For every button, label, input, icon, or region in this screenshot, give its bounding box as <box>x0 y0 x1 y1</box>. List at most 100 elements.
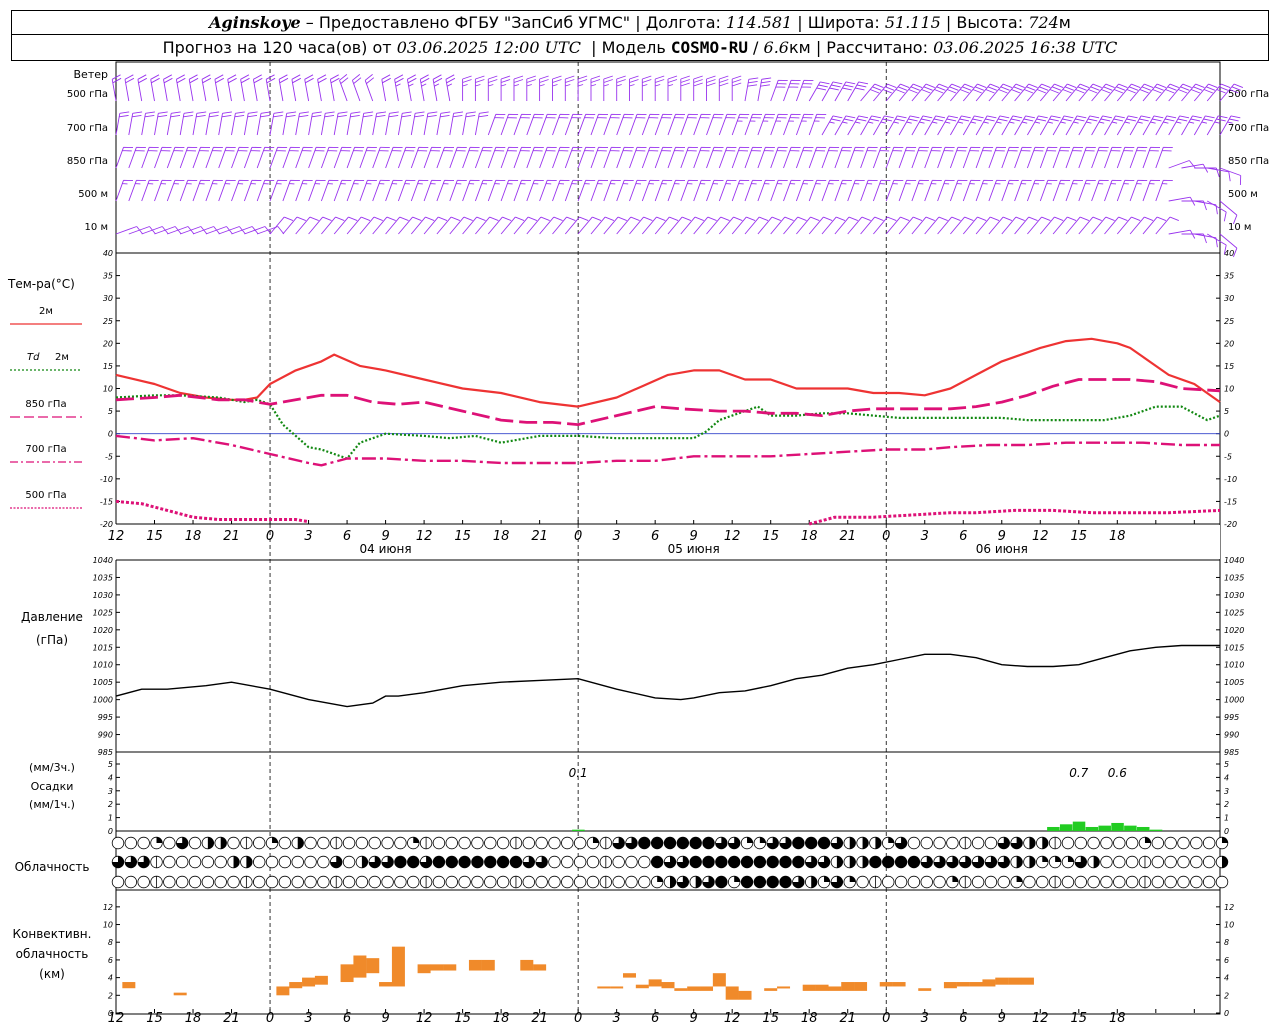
wind-barb <box>513 179 532 202</box>
conv-bar <box>738 990 752 1000</box>
cloud-symbol <box>920 836 933 850</box>
cloud-fill <box>1144 837 1151 843</box>
cloud-fill <box>792 837 805 849</box>
x-tick-label-temp: 15 <box>454 529 471 544</box>
date-label: 04 июня <box>360 542 412 556</box>
model-resolution: 6.6 <box>763 38 789 57</box>
wind-barb <box>265 74 276 102</box>
wind-barb <box>278 74 289 102</box>
pressure-tick-label-left: 1005 <box>93 678 113 687</box>
cloud-symbol <box>548 875 561 889</box>
x-tick-label-temp: 18 <box>493 529 510 544</box>
cloud-symbol <box>1202 875 1216 889</box>
precip-tick-label-right: 1 <box>1224 814 1229 823</box>
conv-bar <box>764 988 778 991</box>
wind-barb <box>821 81 843 102</box>
cloud-fill <box>233 856 240 868</box>
wind-barb <box>872 146 891 169</box>
wind-barb <box>359 179 377 202</box>
wind-barb <box>1039 179 1058 202</box>
pressure-tick-label-right: 985 <box>1224 748 1239 757</box>
wind-barb <box>770 79 788 102</box>
wind-barb <box>500 216 525 235</box>
wind-barb <box>975 216 1000 235</box>
wind-barb <box>885 146 904 169</box>
model-label: Модель <box>601 38 666 57</box>
wind-barb <box>680 179 698 202</box>
x-tick-label-temp: 6 <box>651 529 659 544</box>
wind-barb <box>449 179 467 202</box>
x-tick-label-temp: 18 <box>801 529 818 544</box>
cloud-symbol <box>1164 836 1177 850</box>
wind-barb <box>410 111 425 136</box>
wind-barb <box>487 179 506 202</box>
wind-barb <box>539 216 563 235</box>
wind-barb <box>539 146 557 169</box>
cloud-symbol <box>163 836 176 850</box>
conv-bar <box>725 986 739 1000</box>
wind-barb <box>667 113 686 136</box>
wind-barb <box>1129 179 1148 202</box>
precip-amount-label: 0.7 <box>1069 766 1088 780</box>
wind-barb <box>1052 179 1071 202</box>
cloud-symbol <box>111 836 125 850</box>
wind-barb <box>137 74 148 102</box>
wind-barb <box>898 115 920 136</box>
wind-barb <box>1142 115 1164 136</box>
wind-barb <box>269 179 288 202</box>
wind-barb <box>629 113 647 136</box>
wind-barb <box>680 113 698 136</box>
wind-barb <box>564 179 583 202</box>
x-tick-label-bottom: 21 <box>839 1011 856 1024</box>
wind-level-label-right: 700 гПа <box>1228 123 1269 134</box>
x-tick-label-bottom: 12 <box>108 1011 125 1024</box>
cloud-symbol <box>535 875 548 889</box>
cloud-symbol <box>394 836 407 850</box>
wind-barb <box>500 113 519 136</box>
cloud-symbol <box>278 855 292 869</box>
cloud-fill <box>484 856 497 868</box>
calc-time: 03.06.2025 16:38 UTC <box>933 38 1118 57</box>
x-tick-label-temp: 12 <box>108 529 125 544</box>
cloud-fill <box>728 856 740 868</box>
x-tick-label-bottom: 12 <box>1032 1011 1049 1024</box>
wind-barb <box>1142 146 1161 169</box>
wind-barb <box>192 111 207 136</box>
wind-barb <box>949 146 968 169</box>
wind-barb <box>179 179 198 202</box>
cloud-fill <box>137 856 150 868</box>
latitude-value: 51.115 <box>884 13 941 32</box>
cloud-symbol <box>1074 836 1087 850</box>
x-tick-label-temp: 21 <box>223 529 240 544</box>
model-resolution-unit: км <box>788 38 811 57</box>
wind-barb <box>577 75 588 101</box>
cloud-fill <box>1042 856 1049 862</box>
wind-barb <box>317 74 327 102</box>
wind-barb <box>385 216 409 235</box>
wind-barb <box>487 216 512 235</box>
wind-barb <box>1168 83 1192 102</box>
legend-label: 850 гПа <box>25 399 66 410</box>
cloud-fill <box>805 837 818 849</box>
x-tick-label-temp: 0 <box>882 529 890 544</box>
wind-barb <box>564 216 589 235</box>
cloud-fill <box>677 876 689 888</box>
cloud-fill <box>1016 856 1023 868</box>
x-tick-label-temp: 0 <box>266 529 274 544</box>
x-tick-label-temp: 0 <box>574 529 582 544</box>
model-name: COSMO-RU <box>670 38 748 57</box>
conv-bar <box>995 977 1009 985</box>
cloud-symbol <box>1177 875 1190 889</box>
wind-barb <box>1155 146 1173 169</box>
cloud-fill <box>888 837 895 843</box>
cloud-symbol <box>201 875 215 889</box>
cloud-symbol <box>1177 855 1190 869</box>
cloud-symbol <box>1074 875 1087 889</box>
wind-barb <box>577 113 596 136</box>
wind-barb <box>744 113 763 136</box>
wind-barb <box>808 179 827 202</box>
wind-barb <box>333 179 352 202</box>
wind-barb <box>616 216 640 235</box>
wind-barb <box>1052 216 1077 235</box>
cloud-fill <box>394 856 407 868</box>
